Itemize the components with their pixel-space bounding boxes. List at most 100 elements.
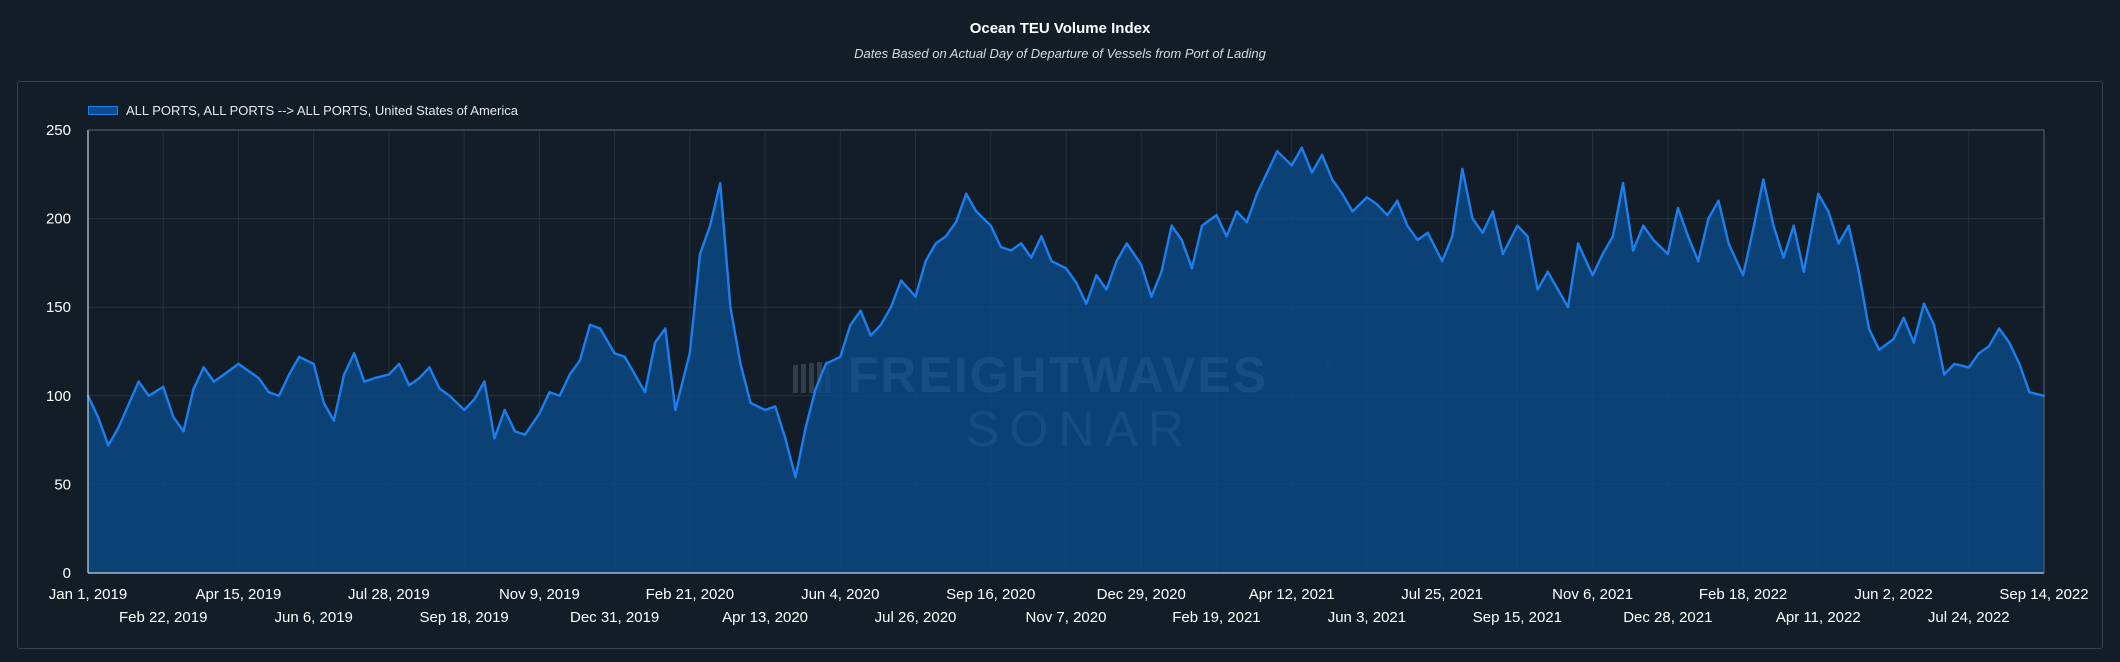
data-point-169[interactable] xyxy=(1902,316,1905,320)
data-point-133[interactable] xyxy=(1516,224,1519,227)
data-point-16[interactable] xyxy=(257,376,260,380)
data-point-170[interactable] xyxy=(1912,341,1915,344)
data-point-93[interactable] xyxy=(1085,302,1088,305)
data-point-37[interactable] xyxy=(483,380,486,383)
data-point-178[interactable] xyxy=(1997,327,2001,330)
data-point-125[interactable] xyxy=(1426,231,1429,234)
data-point-89[interactable] xyxy=(1040,235,1043,238)
data-point-85[interactable] xyxy=(999,245,1003,249)
data-point-165[interactable] xyxy=(1857,270,1861,273)
data-point-95[interactable] xyxy=(1105,288,1108,291)
data-point-51[interactable] xyxy=(633,373,637,376)
data-point-167[interactable] xyxy=(1877,348,1881,351)
data-point-177[interactable] xyxy=(1987,344,1991,348)
data-point-82[interactable] xyxy=(964,192,968,195)
data-point-164[interactable] xyxy=(1847,224,1850,227)
data-point-30[interactable] xyxy=(407,383,411,387)
data-point-45[interactable] xyxy=(568,373,571,376)
data-point-179[interactable] xyxy=(2008,341,2011,344)
data-point-104[interactable] xyxy=(1200,224,1204,227)
data-point-31[interactable] xyxy=(418,376,421,380)
data-point-48[interactable] xyxy=(598,327,602,330)
data-point-53[interactable] xyxy=(653,341,657,344)
data-point-9[interactable] xyxy=(182,430,185,433)
data-point-17[interactable] xyxy=(267,391,271,394)
data-point-137[interactable] xyxy=(1556,288,1560,291)
data-point-153[interactable] xyxy=(1727,242,1730,245)
data-point-180[interactable] xyxy=(2018,362,2021,366)
data-point-75[interactable] xyxy=(889,306,893,309)
data-point-166[interactable] xyxy=(1867,327,1871,330)
data-point-41[interactable] xyxy=(523,433,527,436)
data-point-91[interactable] xyxy=(1064,267,1068,270)
data-point-145[interactable] xyxy=(1642,224,1645,227)
data-point-132[interactable] xyxy=(1501,252,1505,256)
data-point-118[interactable] xyxy=(1351,210,1354,213)
data-point-154[interactable] xyxy=(1741,274,1745,277)
data-point-49[interactable] xyxy=(613,352,616,355)
data-point-19[interactable] xyxy=(287,373,291,376)
data-point-71[interactable] xyxy=(849,323,852,327)
data-point-144[interactable] xyxy=(1631,249,1635,252)
data-point-76[interactable] xyxy=(899,279,903,282)
data-point-101[interactable] xyxy=(1170,224,1173,227)
data-point-12[interactable] xyxy=(212,380,216,383)
data-point-6[interactable] xyxy=(147,394,150,397)
data-point-66[interactable] xyxy=(794,476,797,479)
data-point-149[interactable] xyxy=(1686,235,1690,238)
data-point-39[interactable] xyxy=(503,408,506,412)
data-point-61[interactable] xyxy=(739,362,742,366)
data-point-18[interactable] xyxy=(277,394,281,397)
data-point-15[interactable] xyxy=(247,369,250,373)
data-point-114[interactable] xyxy=(1310,171,1314,174)
data-point-168[interactable] xyxy=(1892,337,1895,341)
data-point-99[interactable] xyxy=(1150,295,1153,298)
data-point-28[interactable] xyxy=(387,373,391,376)
data-point-109[interactable] xyxy=(1255,192,1259,195)
data-point-27[interactable] xyxy=(373,376,376,380)
data-point-36[interactable] xyxy=(473,398,476,401)
data-point-59[interactable] xyxy=(719,181,722,185)
data-point-3[interactable] xyxy=(117,426,120,429)
data-point-147[interactable] xyxy=(1666,252,1670,256)
data-point-35[interactable] xyxy=(462,408,466,412)
data-point-2[interactable] xyxy=(107,444,110,447)
data-point-100[interactable] xyxy=(1160,270,1163,273)
data-point-107[interactable] xyxy=(1235,210,1238,213)
data-point-60[interactable] xyxy=(729,306,732,309)
data-point-103[interactable] xyxy=(1190,267,1194,270)
data-point-161[interactable] xyxy=(1817,192,1820,195)
data-point-65[interactable] xyxy=(784,437,787,440)
data-point-94[interactable] xyxy=(1095,274,1098,277)
data-point-70[interactable] xyxy=(839,355,842,359)
data-point-25[interactable] xyxy=(353,352,356,355)
data-point-119[interactable] xyxy=(1365,196,1369,199)
data-point-134[interactable] xyxy=(1526,235,1529,238)
data-point-44[interactable] xyxy=(558,394,561,397)
data-point-128[interactable] xyxy=(1461,167,1464,171)
data-point-22[interactable] xyxy=(322,401,326,405)
data-point-129[interactable] xyxy=(1471,217,1474,220)
data-point-20[interactable] xyxy=(298,355,301,359)
data-point-173[interactable] xyxy=(1942,373,1946,376)
data-point-47[interactable] xyxy=(588,323,592,327)
data-point-23[interactable] xyxy=(332,419,336,422)
data-point-73[interactable] xyxy=(869,334,872,337)
data-point-140[interactable] xyxy=(1591,274,1594,277)
data-point-74[interactable] xyxy=(879,323,883,327)
data-point-57[interactable] xyxy=(698,252,702,256)
data-point-90[interactable] xyxy=(1050,259,1053,263)
data-point-10[interactable] xyxy=(192,387,195,390)
data-point-34[interactable] xyxy=(448,394,451,397)
data-point-52[interactable] xyxy=(643,391,647,394)
data-point-64[interactable] xyxy=(774,405,777,408)
data-point-62[interactable] xyxy=(749,401,752,405)
data-point-97[interactable] xyxy=(1125,242,1128,245)
data-point-124[interactable] xyxy=(1416,238,1419,242)
data-point-21[interactable] xyxy=(312,362,315,366)
data-point-108[interactable] xyxy=(1245,220,1249,224)
data-point-130[interactable] xyxy=(1481,231,1484,234)
data-point-55[interactable] xyxy=(674,408,677,412)
data-point-116[interactable] xyxy=(1331,178,1334,181)
data-point-32[interactable] xyxy=(428,366,431,369)
